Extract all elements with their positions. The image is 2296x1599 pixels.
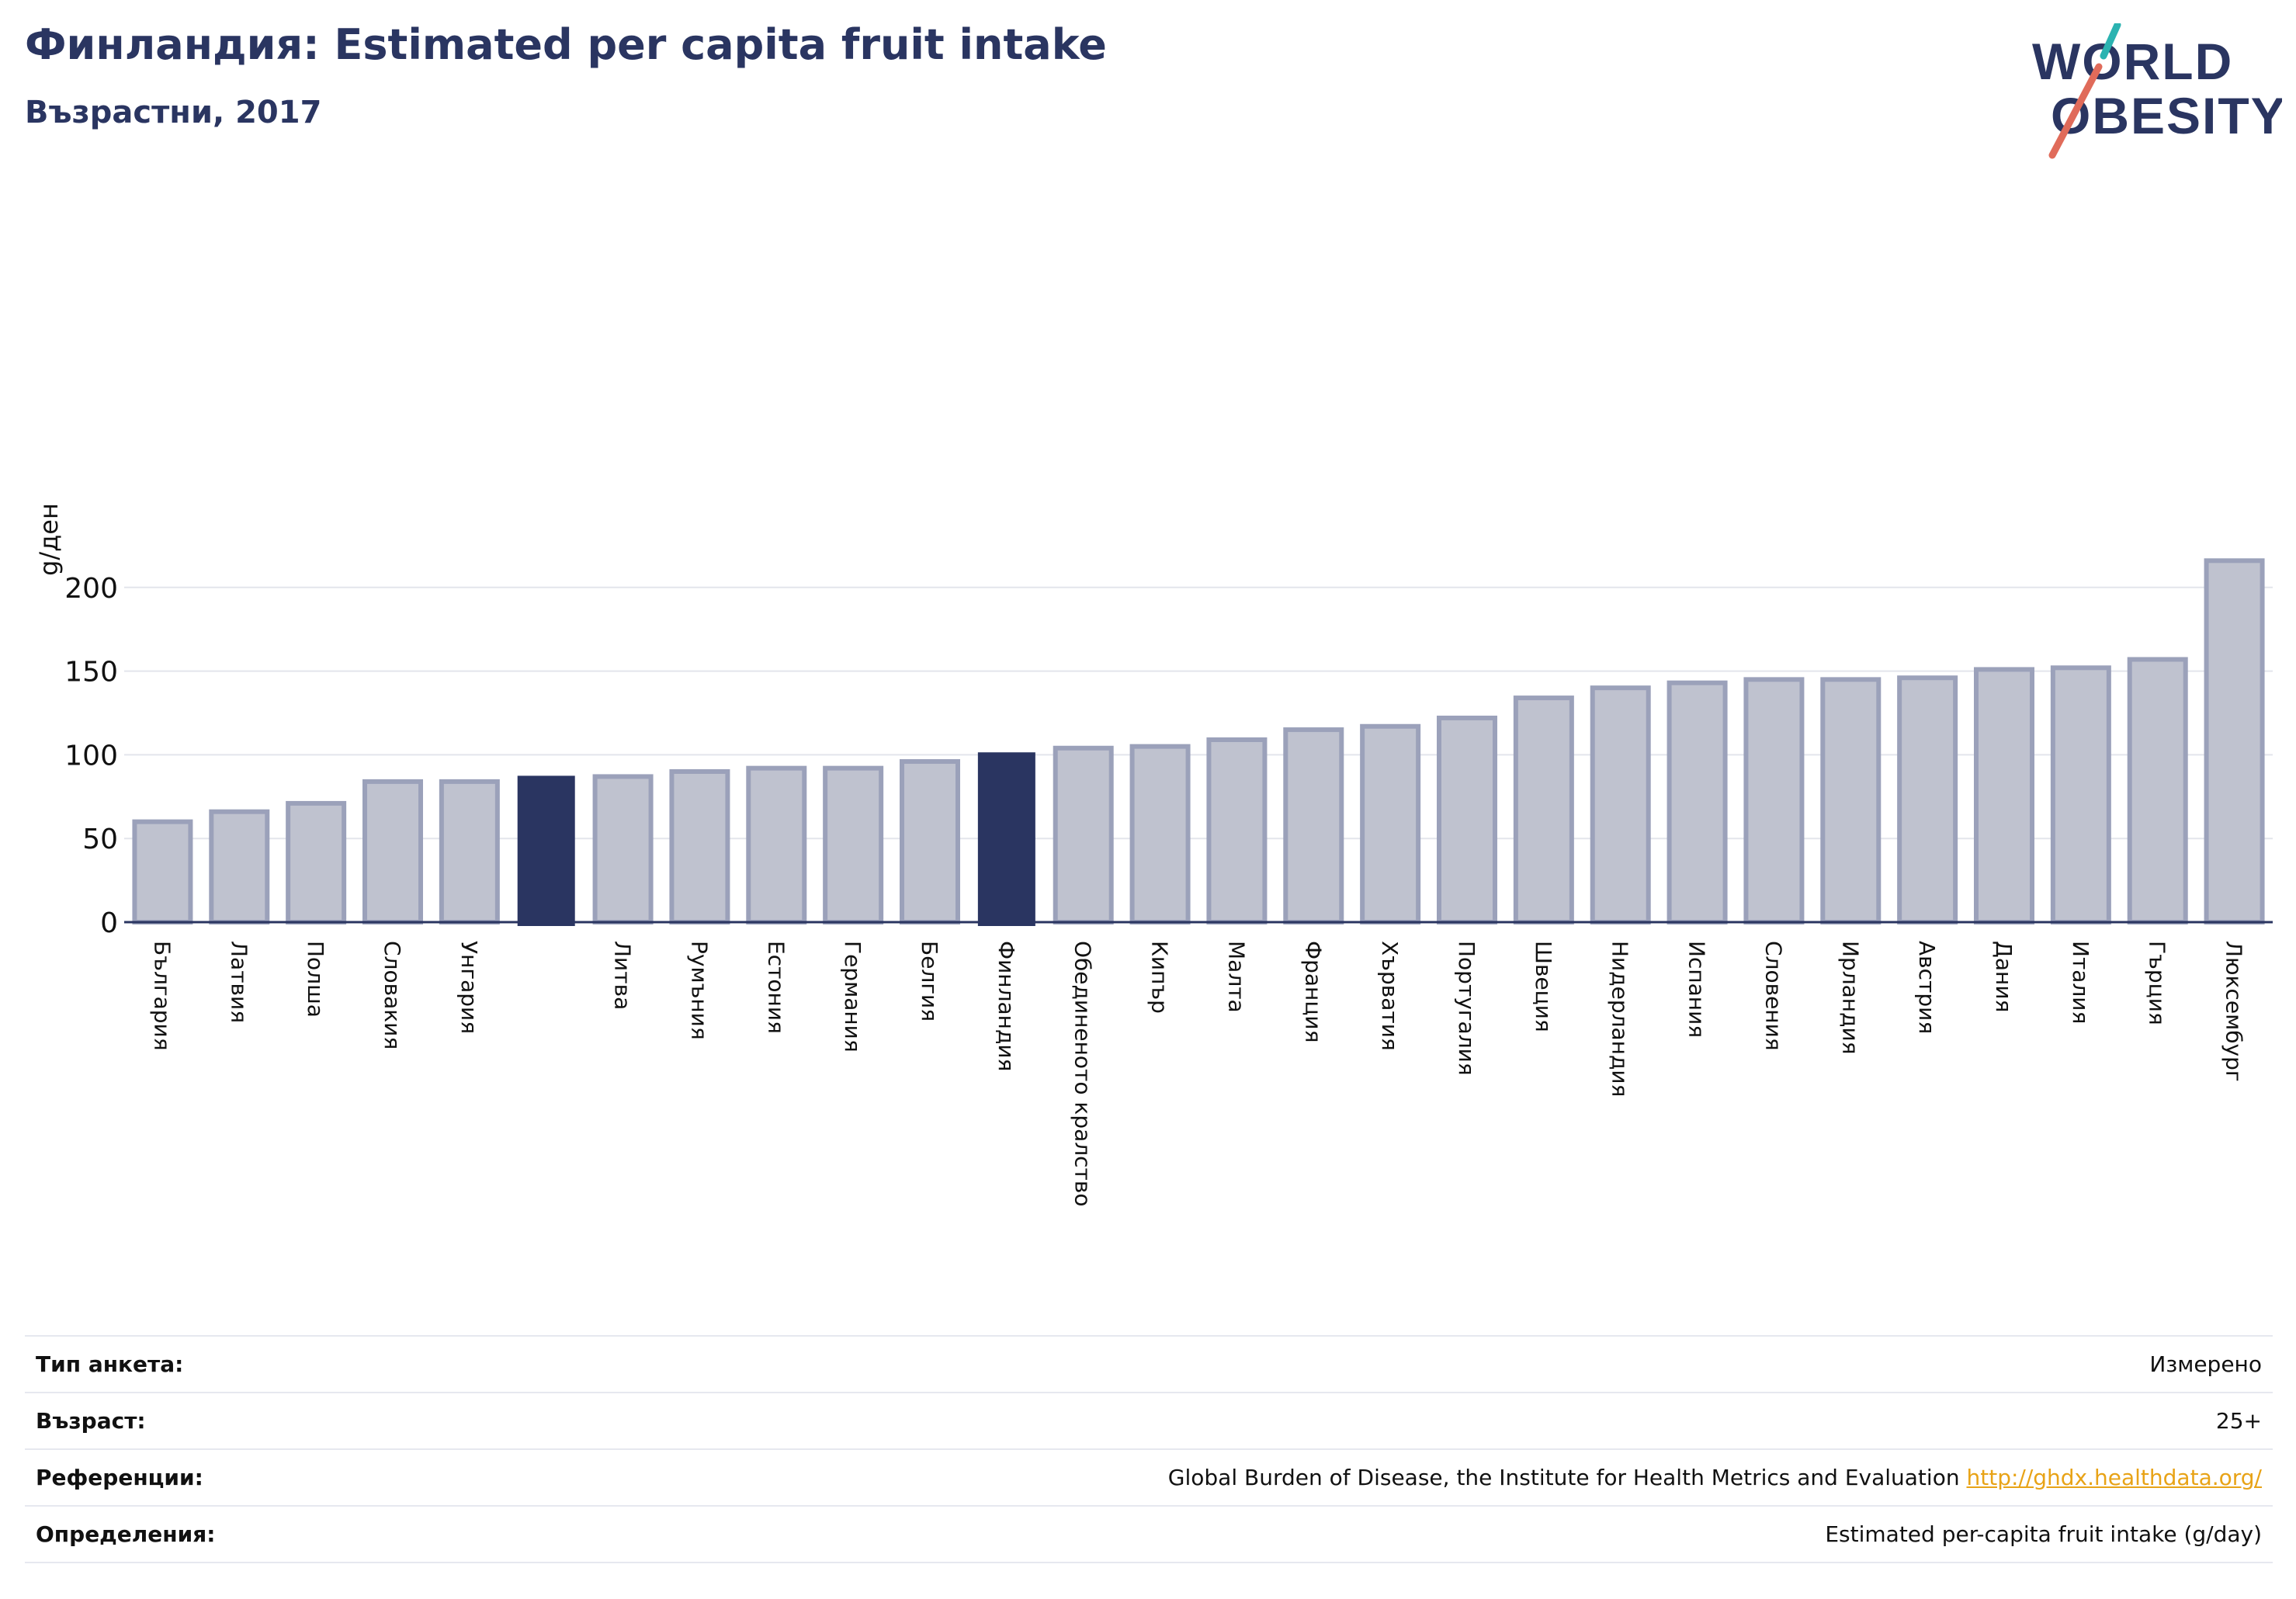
bar bbox=[1513, 695, 1574, 924]
y-tick-label: 200 bbox=[64, 573, 118, 605]
world-obesity-logo: WORLD OBESITY bbox=[2032, 23, 2282, 159]
x-tick-label: Нидерландия bbox=[1608, 941, 1633, 1097]
bar bbox=[1667, 680, 1728, 925]
info-key: Референции: bbox=[36, 1465, 203, 1490]
bar bbox=[2127, 657, 2188, 924]
x-tick-label: Португалия bbox=[1454, 941, 1479, 1076]
x-tick-label: Швеция bbox=[1531, 941, 1556, 1032]
bar bbox=[1360, 723, 1421, 924]
bar bbox=[1283, 727, 1344, 924]
bar bbox=[362, 779, 423, 924]
x-tick-label: Естония bbox=[763, 941, 789, 1034]
info-row-age: Възраст: 25+ bbox=[25, 1392, 2273, 1448]
y-axis-label: g/ден bbox=[34, 503, 64, 576]
bar bbox=[1743, 677, 1805, 924]
x-tick-label: Унгария bbox=[456, 941, 482, 1034]
bar bbox=[1129, 744, 1191, 924]
bar bbox=[1820, 677, 1882, 924]
x-tick-label: Обединеното кралство bbox=[1070, 941, 1096, 1206]
bar bbox=[1206, 737, 1268, 924]
y-tick-label: 100 bbox=[64, 740, 118, 772]
info-key: Определения: bbox=[36, 1521, 216, 1547]
x-tick-label: Люксембург bbox=[2221, 941, 2247, 1082]
x-tick-label: България bbox=[149, 941, 175, 1051]
bar bbox=[2050, 665, 2111, 925]
bar bbox=[1437, 715, 1497, 925]
info-row-survey-type: Тип анкета: Измерено bbox=[25, 1335, 2273, 1392]
bar bbox=[132, 819, 193, 925]
logo-word-world: WORLD bbox=[2032, 33, 2233, 90]
info-value-container: Global Burden of Disease, the Institute … bbox=[1168, 1465, 2273, 1490]
x-tick-label: Дания bbox=[1991, 941, 2017, 1012]
x-tick-label: Белгия bbox=[917, 941, 942, 1021]
info-row-definitions: Определения: Estimated per-capita fruit … bbox=[25, 1505, 2273, 1563]
x-tick-label: Гърция bbox=[2145, 941, 2170, 1025]
x-tick-label: Италия bbox=[2068, 941, 2093, 1024]
bar bbox=[746, 765, 807, 925]
x-tick-label: Словения bbox=[1760, 941, 1786, 1051]
bar bbox=[977, 752, 1035, 927]
bar bbox=[900, 759, 960, 924]
info-value: Estimated per-capita fruit intake (g/day… bbox=[1825, 1521, 2262, 1547]
x-tick-label: Полша bbox=[303, 941, 328, 1018]
bar bbox=[823, 765, 884, 925]
y-tick-label: 150 bbox=[64, 657, 118, 689]
x-tick-label: Малта bbox=[1223, 941, 1249, 1013]
x-tick-label: Хърватия bbox=[1377, 941, 1403, 1051]
bar bbox=[517, 775, 575, 926]
x-tick-label: Германия bbox=[840, 941, 865, 1053]
info-value: 25+ bbox=[2215, 1408, 2262, 1434]
info-key: Тип анкета: bbox=[36, 1351, 184, 1377]
x-tick-label: Испания bbox=[1684, 941, 1710, 1038]
bar bbox=[1974, 667, 2034, 924]
bar bbox=[2204, 558, 2265, 925]
y-tick-label: 0 bbox=[100, 907, 118, 939]
x-tick-label: Ирландия bbox=[1837, 941, 1863, 1054]
x-tick-label: Литва bbox=[610, 941, 636, 1010]
bar bbox=[1053, 745, 1114, 924]
bar bbox=[669, 768, 730, 925]
bar bbox=[286, 800, 347, 924]
reference-link[interactable]: http://ghdx.healthdata.org/ bbox=[1966, 1465, 2262, 1490]
x-tick-label: Словакия bbox=[380, 941, 405, 1049]
x-tick-label: Франция bbox=[1300, 941, 1326, 1042]
x-tick-label: Финландия bbox=[994, 941, 1019, 1071]
info-row-references: Референции: Global Burden of Disease, th… bbox=[25, 1448, 2273, 1505]
logo-slash-red bbox=[2048, 63, 2103, 159]
x-tick-label: Румъния bbox=[686, 941, 712, 1040]
x-tick-label: Латвия bbox=[226, 941, 251, 1023]
bar bbox=[1897, 675, 1958, 924]
bar bbox=[209, 809, 270, 924]
bar bbox=[592, 774, 654, 924]
logo-word-obesity: OBESITY bbox=[2051, 87, 2282, 144]
info-table: Тип анкета: Измерено Възраст: 25+ Рефере… bbox=[25, 1335, 2273, 1563]
info-key: Възраст: bbox=[36, 1408, 146, 1434]
bar bbox=[439, 779, 500, 924]
y-tick-label: 50 bbox=[82, 824, 118, 855]
chart-subtitle: Възрастни, 2017 bbox=[25, 95, 322, 130]
info-value: Global Burden of Disease, the Institute … bbox=[1167, 1465, 1960, 1490]
x-tick-label: Австрия bbox=[1914, 941, 1940, 1034]
chart-title: Финландия: Estimated per capita fruit in… bbox=[25, 20, 1107, 69]
x-tick-label: Кипър bbox=[1147, 941, 1173, 1014]
logo-slash-teal bbox=[2100, 23, 2121, 60]
info-value: Измерено bbox=[2149, 1351, 2262, 1377]
bar bbox=[1590, 685, 1651, 924]
